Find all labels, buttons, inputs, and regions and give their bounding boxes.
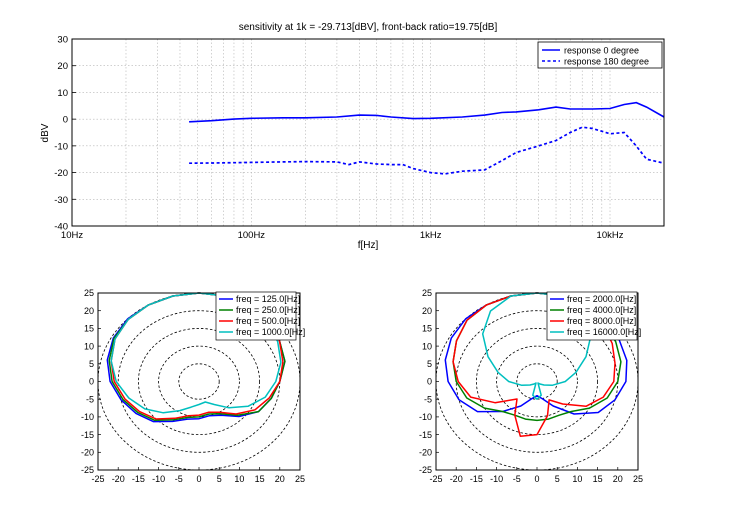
legend-label: freq = 16000.0[Hz] xyxy=(567,327,641,337)
y-tick-label: 20 xyxy=(84,306,94,316)
legend-label: freq = 1000.0[Hz] xyxy=(236,327,305,337)
x-tick-label: 15 xyxy=(593,474,603,484)
axes-frame xyxy=(71,38,665,227)
x-tick-label: -5 xyxy=(175,474,183,484)
y-tick-label: -40 xyxy=(54,222,68,233)
x-tick-label: 25 xyxy=(295,474,305,484)
y-tick-label: 0 xyxy=(89,377,94,387)
y-tick-label: -15 xyxy=(81,430,94,440)
polar-grid-circle xyxy=(475,327,598,435)
polar-lines xyxy=(106,292,286,423)
polar-grid-circle xyxy=(516,363,558,400)
y-tick-label: -30 xyxy=(54,195,68,206)
y-tick-label: -10 xyxy=(54,141,68,152)
y-tick-labels: -25 -20 -15 -10 -5 0 5 10 15 20 25 xyxy=(81,288,101,475)
polar-series-line-3 xyxy=(481,292,593,400)
y-tick-label: -10 xyxy=(81,412,94,422)
y-tick-label: 0 xyxy=(427,377,432,387)
y-tick-label: 15 xyxy=(422,324,432,334)
y-tick-labels: 30 20 10 0 -10 -20 -30 -40 xyxy=(54,35,76,233)
x-tick-label: 0 xyxy=(534,474,539,484)
legend-label: freq = 250.0[Hz] xyxy=(236,305,300,315)
y-tick-label: 10 xyxy=(84,341,94,351)
y-tick-labels: -25 -20 -15 -10 -5 0 5 10 15 20 25 xyxy=(419,288,439,475)
y-tick-label: -15 xyxy=(419,430,432,440)
polar-lines xyxy=(444,292,628,437)
y-tick-label: -20 xyxy=(419,448,432,458)
frequency-response-chart: sensitivity at 1k = -29.713[dBV], front-… xyxy=(40,22,665,251)
polar-series-line-2 xyxy=(452,292,616,437)
legend-label: freq = 500.0[Hz] xyxy=(236,316,300,326)
series-line-response-0-degree xyxy=(189,101,665,123)
y-tick-label: 20 xyxy=(57,61,68,72)
legend-label: freq = 8000.0[Hz] xyxy=(567,316,636,326)
x-tick-label: -10 xyxy=(152,474,165,484)
x-tick-label: -25 xyxy=(429,474,442,484)
x-tick-label: 100Hz xyxy=(238,230,266,241)
polar-plot-low-frequencies: -25 -20 -15 -10 -5 0 5 10 15 20 25 -25 -20 -15 -10 -5 0… xyxy=(81,288,305,484)
y-tick-label: 0 xyxy=(63,115,68,126)
chart-title: sensitivity at 1k = -29.713[dBV], front-… xyxy=(239,22,498,33)
legend-label: response 180 degree xyxy=(564,56,649,66)
x-tick-label: -15 xyxy=(132,474,145,484)
y-tick-label: -25 xyxy=(419,465,432,475)
x-tick-label: -20 xyxy=(112,474,125,484)
legend: freq = 125.0[Hz]freq = 250.0[Hz]freq = 5… xyxy=(215,291,305,341)
legend-label: freq = 4000.0[Hz] xyxy=(567,305,636,315)
polar-series-line-3 xyxy=(110,292,282,414)
polar-plot-high-frequencies: -25 -20 -15 -10 -5 0 5 10 15 20 25 -25 -20 -15 -10 -5 0… xyxy=(419,288,643,484)
polar-grid-circle xyxy=(496,345,578,418)
x-tick-label: 10 xyxy=(572,474,582,484)
y-tick-label: 25 xyxy=(84,288,94,298)
x-tick-label: 15 xyxy=(255,474,265,484)
y-tick-label: -20 xyxy=(54,168,68,179)
x-tick-label: 20 xyxy=(275,474,285,484)
y-tick-label: 5 xyxy=(89,359,94,369)
legend-label: freq = 125.0[Hz] xyxy=(236,294,300,304)
x-tick-label: -15 xyxy=(470,474,483,484)
y-tick-label: 10 xyxy=(422,341,432,351)
x-tick-labels: -25 -20 -15 -10 -5 0 5 10 15 20 25 xyxy=(91,467,305,484)
y-tick-label: -25 xyxy=(81,465,94,475)
y-tick-label: 5 xyxy=(427,359,432,369)
x-tick-label: 10 xyxy=(234,474,244,484)
y-tick-label: -20 xyxy=(81,448,94,458)
x-tick-label: 5 xyxy=(217,474,222,484)
plot-lines xyxy=(189,101,665,175)
legend-label: response 0 degree xyxy=(564,45,639,55)
polar-grid-circle xyxy=(137,327,260,435)
y-tick-label: 10 xyxy=(57,88,68,99)
legend-box xyxy=(537,41,663,69)
legend-label: freq = 2000.0[Hz] xyxy=(567,294,636,304)
polar-grid-circle xyxy=(178,363,220,400)
x-tick-labels: 10Hz 100Hz 1kHz 10kHz xyxy=(61,230,624,241)
y-tick-label: -5 xyxy=(424,394,432,404)
x-tick-label: -25 xyxy=(91,474,104,484)
x-tick-label: 10Hz xyxy=(61,230,83,241)
grid xyxy=(72,39,664,226)
x-tick-label: -20 xyxy=(450,474,463,484)
x-tick-label: 5 xyxy=(555,474,560,484)
x-tick-label: -5 xyxy=(513,474,521,484)
y-tick-label: 15 xyxy=(84,324,94,334)
y-tick-label: 20 xyxy=(422,306,432,316)
x-tick-label: 10kHz xyxy=(597,230,624,241)
x-tick-label: 1kHz xyxy=(420,230,442,241)
x-tick-label: 25 xyxy=(633,474,643,484)
x-tick-labels: -25 -20 -15 -10 -5 0 5 10 15 20 25 xyxy=(429,467,643,484)
x-axis-label: f[Hz] xyxy=(358,240,379,251)
y-tick-label: -10 xyxy=(419,412,432,422)
y-tick-label: 30 xyxy=(57,35,68,46)
y-tick-label: -5 xyxy=(86,394,94,404)
y-axis-label: dBV xyxy=(40,123,51,142)
x-tick-label: -10 xyxy=(490,474,503,484)
x-tick-label: 20 xyxy=(613,474,623,484)
legend: freq = 2000.0[Hz]freq = 4000.0[Hz]freq =… xyxy=(546,291,641,341)
x-tick-label: 0 xyxy=(196,474,201,484)
y-tick-label: 25 xyxy=(422,288,432,298)
